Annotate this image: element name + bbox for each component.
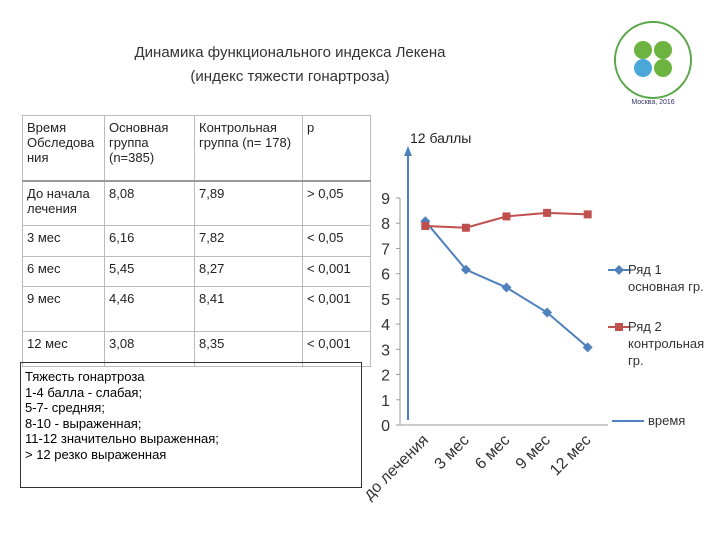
legend-label: Ряд 1 основная гр. [628,262,704,294]
severity-line: > 12 резко выраженная [25,446,167,462]
y-tick-label: 4 [381,317,390,334]
x-tick-label: до лечения [361,432,432,503]
cell: 4,46 [104,286,195,332]
cell: 8,41 [194,286,303,332]
header-cell: Время Обследования [22,115,105,182]
cell: 12 мес [22,331,105,367]
cell: < 0,001 [302,286,371,332]
table-row: До начала лечения 8,08 7,89 > 0,05 [22,180,371,226]
point [582,342,593,353]
legend-marker [614,265,624,275]
cell: < 0,001 [302,331,371,367]
cell: > 0,05 [302,180,371,226]
arrow-head [404,146,412,156]
cell: < 0,05 [302,225,371,257]
header-cell: Основная группа (n=385) [104,115,195,182]
cell: До начала лечения [22,180,105,226]
severity-line: 5-7- средняя; [25,400,105,415]
y-tick-label: 0 [381,418,390,435]
y-axis-label: 12 баллы [410,130,471,146]
cell: 3 мес [22,225,105,257]
title-line: Динамика функционального индекса Лекена [134,44,446,61]
cell: 3,08 [104,331,195,367]
data-table: Время Обследования Основная группа (n=385… [22,115,371,367]
y-tick-label: 8 [381,216,390,233]
cell: 5,45 [104,256,195,287]
y-tick-label: 9 [381,191,390,208]
title-line: (индекс тяжести гонартроза) [190,68,390,85]
cell: < 0,001 [302,256,371,287]
table-row: 9 мес 4,46 8,41 < 0,001 [22,286,371,332]
logo: Москва, 2016 [614,21,692,106]
cell: 8,27 [194,256,303,287]
point [542,307,553,318]
table-row: 6 мес 5,45 8,27 < 0,001 [22,256,371,287]
point [502,212,511,221]
y-tick-label: 2 [381,368,390,385]
legend-marker [615,323,623,331]
severity-title: Тяжесть гонартроза [25,369,145,384]
point [461,223,470,232]
y-tick-label: 5 [381,292,390,309]
cell: 7,82 [194,225,303,257]
severity-box: Тяжесть гонартроза 1-4 балла - слабая; 5-… [20,362,362,488]
cell: 9 мес [22,286,105,332]
cell: 8,08 [104,180,195,226]
point [460,264,471,275]
x-tick-label: 6 мес [472,432,513,473]
point [421,221,430,230]
severity-line: 1-4 балла - слабая; [25,384,143,400]
cell: 8,35 [194,331,303,367]
legend-label: время [648,413,686,428]
cell: 6,16 [104,225,195,257]
point [543,208,552,217]
cell: 7,89 [194,180,303,226]
table-row: 12 мес 3,08 8,35 < 0,001 [22,331,371,367]
y-tick-label: 6 [381,267,390,284]
point [501,282,512,293]
y-tick-label: 3 [381,342,390,359]
logo-caption: Москва, 2016 [631,99,674,106]
severity-line: 8-10 - выраженная; [25,415,142,431]
x-tick-label: 3 мес [432,432,473,473]
header-cell: p [302,115,371,182]
legend-label: Ряд 2 контрольная гр. [628,319,705,368]
table-header-row: Время Обследования Основная группа (n=385… [22,115,371,182]
severity-line: 11-12 значительно выраженная; [25,431,219,446]
point [583,210,592,219]
header-cell: Контрольная группа (n= 178) [194,115,303,182]
table-row: 3 мес 6,16 7,82 < 0,05 [22,225,371,257]
cell: 6 мес [22,256,105,287]
y-tick-label: 1 [381,393,390,410]
x-tick-label: 12 мес [547,432,594,479]
y-tick-label: 7 [381,241,390,258]
